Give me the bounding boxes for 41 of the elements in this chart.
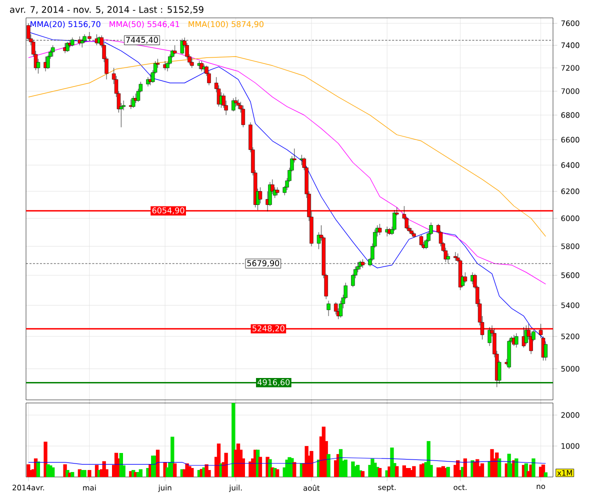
candlestick xyxy=(392,210,396,232)
bar xyxy=(446,466,450,477)
bar xyxy=(173,463,177,477)
bar xyxy=(36,462,40,477)
bar xyxy=(326,454,330,477)
bar xyxy=(51,467,55,477)
candlestick xyxy=(412,232,416,238)
chart-title: avr. 7, 2014 - nov. 5, 2014 - Last : 5152,59 xyxy=(10,6,204,14)
bar xyxy=(275,469,280,477)
bar xyxy=(190,468,194,477)
candlestick xyxy=(50,45,55,57)
candlestick xyxy=(258,187,262,204)
bar xyxy=(395,466,399,477)
bar xyxy=(82,470,86,477)
candlestick xyxy=(378,224,382,236)
candlestick xyxy=(454,252,458,261)
bar xyxy=(138,469,143,477)
bar xyxy=(514,458,518,477)
line-series xyxy=(28,56,546,237)
bar xyxy=(292,462,296,477)
bar xyxy=(258,456,262,477)
candlestick xyxy=(463,272,468,283)
bar xyxy=(544,472,548,477)
line-series xyxy=(28,457,546,466)
candlestick xyxy=(410,228,414,236)
bar xyxy=(156,450,160,477)
candlestick xyxy=(234,96,238,107)
candlestick xyxy=(132,96,136,108)
candlestick xyxy=(514,333,518,348)
bar xyxy=(88,470,92,477)
bar xyxy=(532,458,536,477)
candlestick xyxy=(446,253,450,264)
candlestick xyxy=(172,45,177,55)
bar xyxy=(224,452,228,477)
bar xyxy=(360,471,365,477)
candlestick xyxy=(241,105,246,128)
candlestick xyxy=(326,300,330,316)
bar xyxy=(498,458,502,477)
bar xyxy=(378,468,382,477)
bar xyxy=(463,458,468,477)
candlestick xyxy=(190,57,194,68)
